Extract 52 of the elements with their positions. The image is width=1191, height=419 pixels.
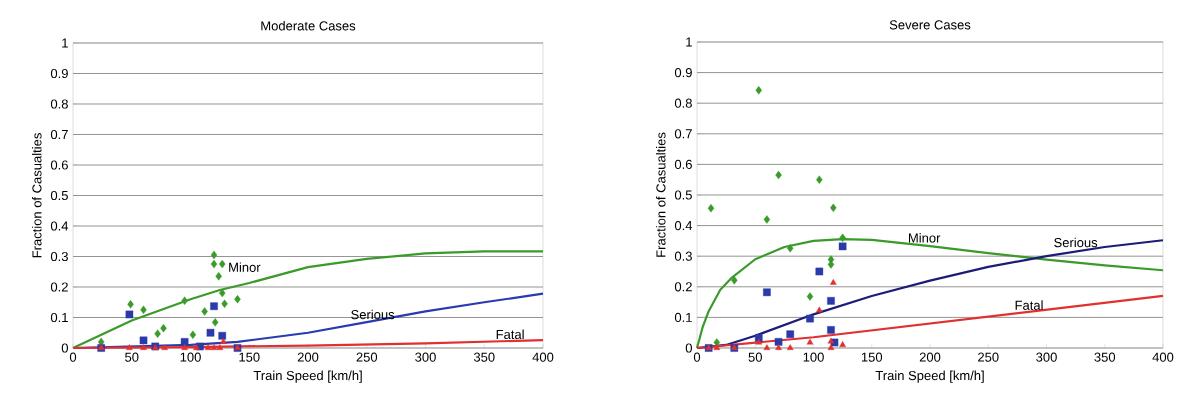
x-tick-label: 250 [356, 352, 378, 362]
x-tick-label: 200 [919, 352, 941, 362]
y-tick-label: 0.7 [674, 129, 692, 139]
y-axis-title: Fraction of Casualties [31, 133, 42, 258]
y-tick-label: 1 [686, 37, 692, 47]
y-tick-label: 0 [61, 343, 68, 353]
y-tick-label: 0.1 [674, 312, 692, 322]
y-tick-label: 0.7 [50, 129, 68, 140]
y-tick-label: 0.1 [50, 312, 68, 323]
x-tick-label: 350 [473, 352, 495, 362]
y-tick-label: 0.8 [674, 98, 692, 108]
y-axis-title: Fraction of Casualties [655, 132, 666, 257]
y-tick-label: 0.5 [50, 190, 68, 201]
x-tick-label: 300 [415, 352, 436, 362]
series-label: Minor [908, 233, 941, 243]
y-tick-label: 0.3 [674, 251, 692, 261]
x-tick-label: 400 [532, 352, 554, 362]
series-label: Minor [229, 262, 261, 272]
y-tick-label: 0.4 [674, 220, 693, 231]
y-tick-label: 0.5 [674, 190, 692, 200]
x-tick-label: 100 [803, 352, 824, 362]
series-label: Fatal [1015, 300, 1043, 310]
y-tick-label: 0.6 [50, 160, 68, 170]
x-tick-label: 350 [1094, 352, 1116, 362]
y-tick-label: 0 [685, 343, 692, 353]
y-tick-label: 0.8 [50, 99, 68, 109]
series-label: Fatal [496, 329, 524, 340]
x-tick-label: 250 [978, 352, 999, 362]
x-axis-title: Train Speed [km/h] [253, 370, 362, 383]
x-tick-label: 150 [861, 352, 883, 362]
y-tick-label: 0.9 [50, 68, 68, 79]
x-tick-label: 100 [180, 352, 201, 362]
y-tick-label: 0.9 [674, 67, 692, 78]
y-tick-label: 0.2 [50, 282, 68, 292]
y-tick-label: 0.2 [674, 282, 692, 292]
y-tick-label: 0.6 [674, 159, 692, 169]
x-axis-title: Train Speed [km/h] [875, 370, 984, 383]
x-tick-label: 50 [748, 352, 762, 362]
y-tick-label: 0.3 [50, 251, 68, 262]
chart-title: Moderate Cases [261, 20, 356, 31]
chart-title: Severe Cases [889, 20, 971, 30]
x-tick-label: 50 [125, 352, 139, 362]
x-tick-label: 200 [297, 352, 319, 362]
x-tick-label: 400 [1152, 352, 1174, 362]
x-tick-label: 0 [693, 352, 701, 362]
x-tick-label: 150 [239, 352, 260, 362]
x-tick-label: 0 [69, 352, 77, 362]
y-tick-label: 0.4 [50, 221, 69, 231]
y-tick-label: 1 [62, 38, 68, 48]
series-label: Serious [1054, 237, 1098, 248]
x-tick-label: 300 [1036, 352, 1057, 362]
series-label: Serious [351, 309, 395, 320]
